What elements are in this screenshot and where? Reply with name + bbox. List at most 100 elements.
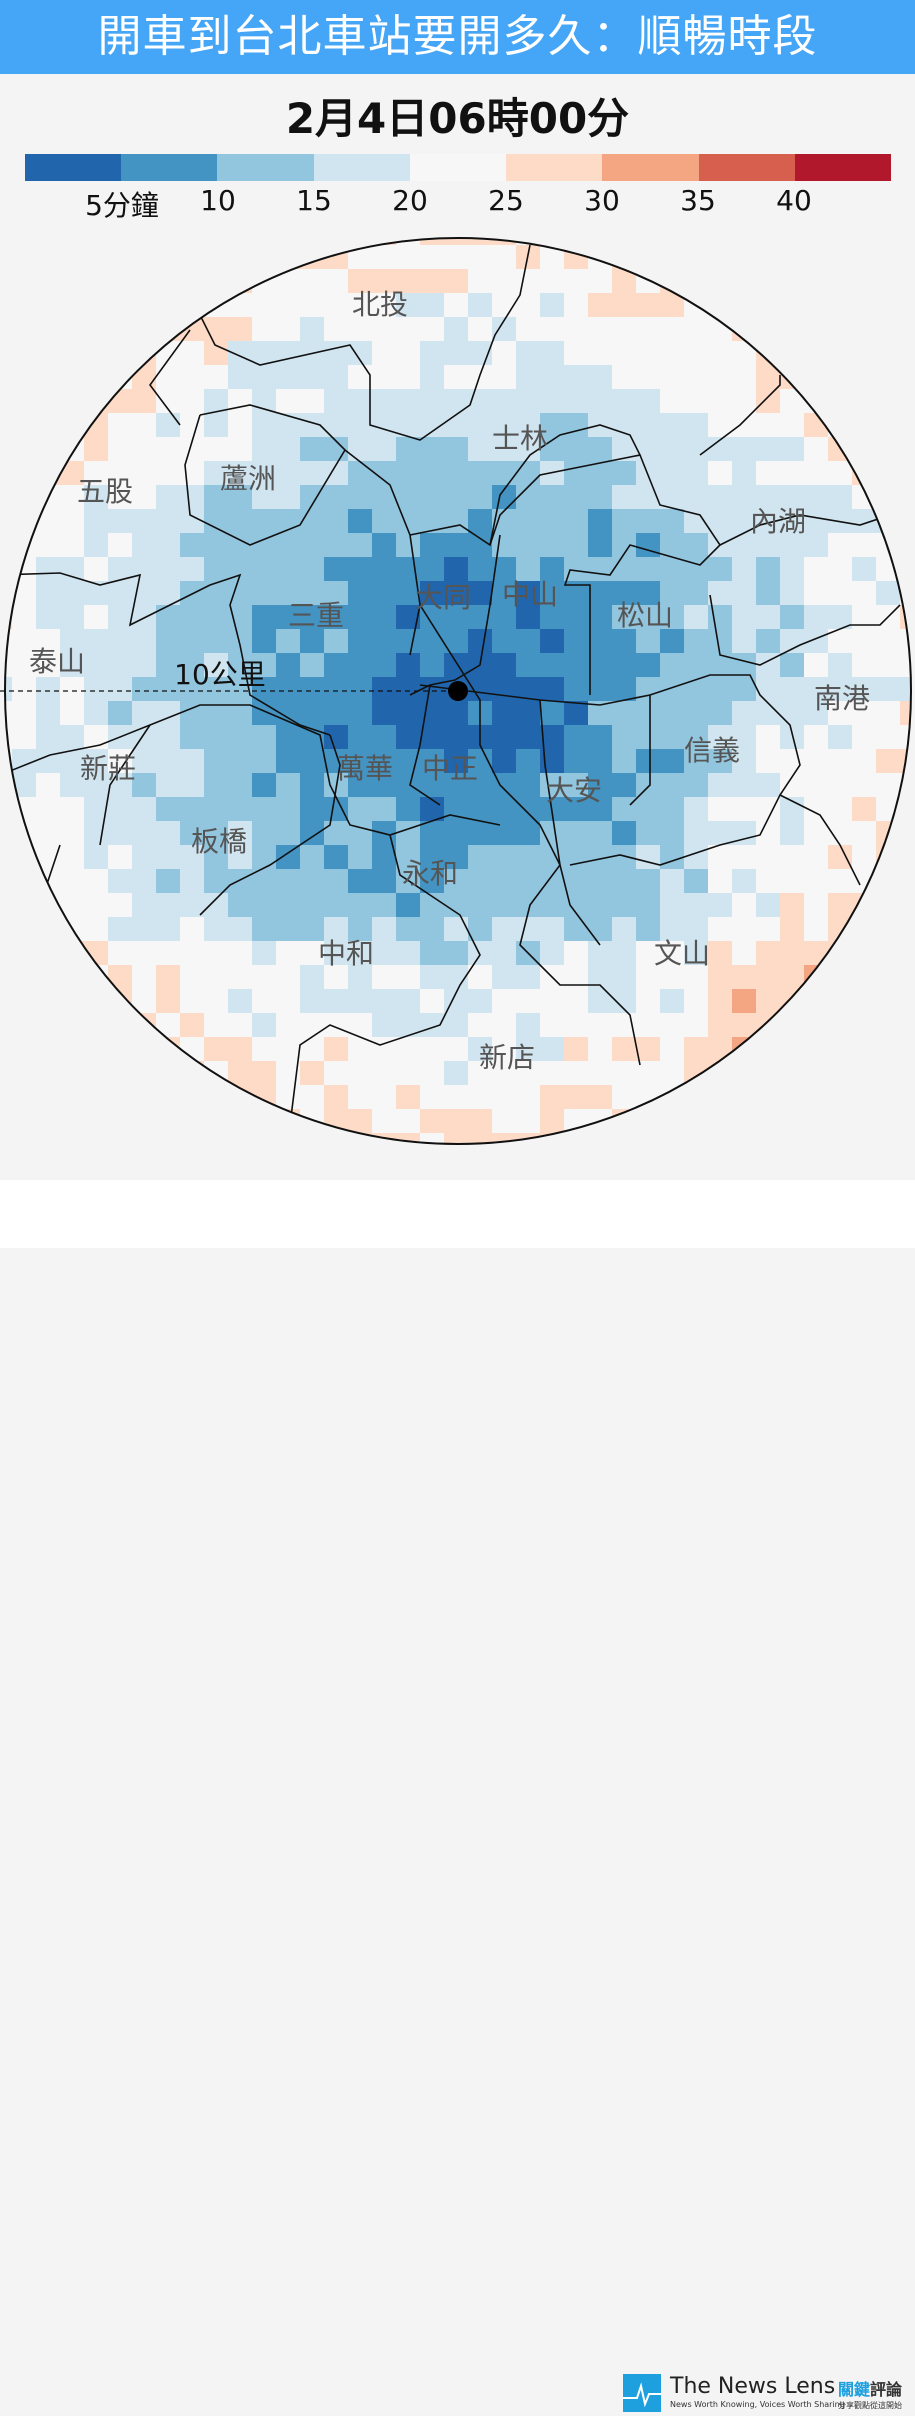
- travel-time-cell: [852, 293, 876, 317]
- travel-time-cell: [756, 238, 780, 245]
- travel-time-cell: [300, 461, 324, 485]
- travel-time-cell: [5, 238, 12, 245]
- travel-time-cell: [876, 437, 900, 461]
- travel-time-cell: [12, 917, 36, 941]
- travel-time-cell: [204, 893, 228, 917]
- travel-time-cell: [804, 677, 828, 701]
- travel-time-cell: [612, 725, 636, 749]
- travel-time-cell: [132, 485, 156, 509]
- travel-time-cell: [420, 341, 444, 365]
- travel-time-cell: [732, 773, 756, 797]
- travel-time-cell: [324, 557, 348, 581]
- travel-time-cell: [636, 893, 660, 917]
- travel-time-cell: [900, 437, 911, 461]
- travel-time-cell: [900, 1013, 911, 1037]
- travel-time-cell: [804, 1013, 828, 1037]
- travel-time-cell: [588, 533, 612, 557]
- travel-time-cell: [564, 725, 588, 749]
- travel-time-cell: [660, 965, 684, 989]
- travel-time-cell: [5, 533, 12, 557]
- travel-time-cell: [876, 581, 900, 605]
- travel-time-cell: [468, 485, 492, 509]
- travel-time-cell: [156, 965, 180, 989]
- travel-time-cell: [804, 1085, 828, 1109]
- travel-time-cell: [372, 485, 396, 509]
- district-label: 松山: [616, 599, 674, 632]
- travel-time-cell: [588, 245, 612, 269]
- travel-time-cell: [180, 989, 204, 1013]
- travel-time-cell: [876, 893, 900, 917]
- travel-time-cell: [12, 245, 36, 269]
- travel-time-cell: [276, 389, 300, 413]
- travel-time-cell: [756, 389, 780, 413]
- travel-time-cell: [588, 269, 612, 293]
- travel-time-cell: [180, 581, 204, 605]
- travel-time-cell: [780, 701, 804, 725]
- travel-time-cell: [540, 1061, 564, 1085]
- travel-time-cell: [612, 389, 636, 413]
- travel-time-cell: [396, 365, 420, 389]
- travel-time-cell: [396, 1085, 420, 1109]
- travel-time-cell: [588, 293, 612, 317]
- travel-time-cell: [324, 293, 348, 317]
- travel-time-cell: [396, 581, 420, 605]
- travel-time-cell: [396, 533, 420, 557]
- travel-time-cell: [372, 413, 396, 437]
- travel-time-cell: [756, 1037, 780, 1061]
- travel-time-cell: [876, 677, 900, 701]
- travel-time-cell: [900, 1037, 911, 1061]
- travel-time-cell: [324, 269, 348, 293]
- travel-time-cell: [732, 389, 756, 413]
- travel-time-cell: [84, 1085, 108, 1109]
- travel-time-cell: [804, 581, 828, 605]
- travel-time-cell: [300, 581, 324, 605]
- travel-time-cell: [204, 1157, 228, 1175]
- travel-time-cell: [300, 1133, 324, 1144]
- travel-time-cell: [252, 845, 276, 869]
- travel-time-cell: [828, 749, 852, 773]
- travel-time-cell: [612, 509, 636, 533]
- travel-time-cell: [732, 1109, 756, 1133]
- travel-time-cell: [876, 485, 900, 509]
- travel-time-cell: [876, 461, 900, 485]
- travel-time-cell: [84, 1133, 108, 1144]
- travel-time-cell: [804, 1109, 828, 1133]
- travel-time-cell: [660, 989, 684, 1013]
- travel-time-cell: [84, 461, 108, 485]
- travel-time-cell: [300, 989, 324, 1013]
- travel-time-cell: [108, 653, 132, 677]
- travel-time-cell: [348, 1133, 372, 1144]
- district-label: 文山: [653, 937, 711, 970]
- travel-time-cell: [276, 317, 300, 341]
- travel-time-cell: [588, 557, 612, 581]
- travel-time-cell: [348, 917, 372, 941]
- travel-time-cell: [492, 941, 516, 965]
- travel-time-cell: [900, 293, 911, 317]
- travel-time-cell: [420, 989, 444, 1013]
- travel-time-cell: [828, 941, 852, 965]
- travel-time-cell: [708, 629, 732, 653]
- travel-time-cell: [324, 989, 348, 1013]
- district-label: 北投: [351, 288, 409, 321]
- travel-time-cell: [444, 1109, 468, 1133]
- travel-time-cell: [492, 581, 516, 605]
- travel-time-cell: [276, 1085, 300, 1109]
- travel-time-cell: [612, 485, 636, 509]
- travel-time-cell: [420, 269, 444, 293]
- travel-time-cell: [684, 989, 708, 1013]
- travel-time-cell: [468, 965, 492, 989]
- travel-time-cell: [564, 1013, 588, 1037]
- travel-time-cell: [780, 605, 804, 629]
- travel-time-cell: [660, 413, 684, 437]
- travel-time-cell: [468, 317, 492, 341]
- travel-time-cell: [636, 773, 660, 797]
- travel-time-cell: [804, 605, 828, 629]
- travel-time-cell: [348, 629, 372, 653]
- travel-time-cell: [420, 869, 444, 893]
- travel-time-cell: [36, 749, 60, 773]
- travel-time-cell: [828, 1109, 852, 1133]
- travel-time-cell: [876, 773, 900, 797]
- travel-time-cell: [324, 629, 348, 653]
- travel-time-cell: [204, 245, 228, 269]
- travel-time-cell: [612, 365, 636, 389]
